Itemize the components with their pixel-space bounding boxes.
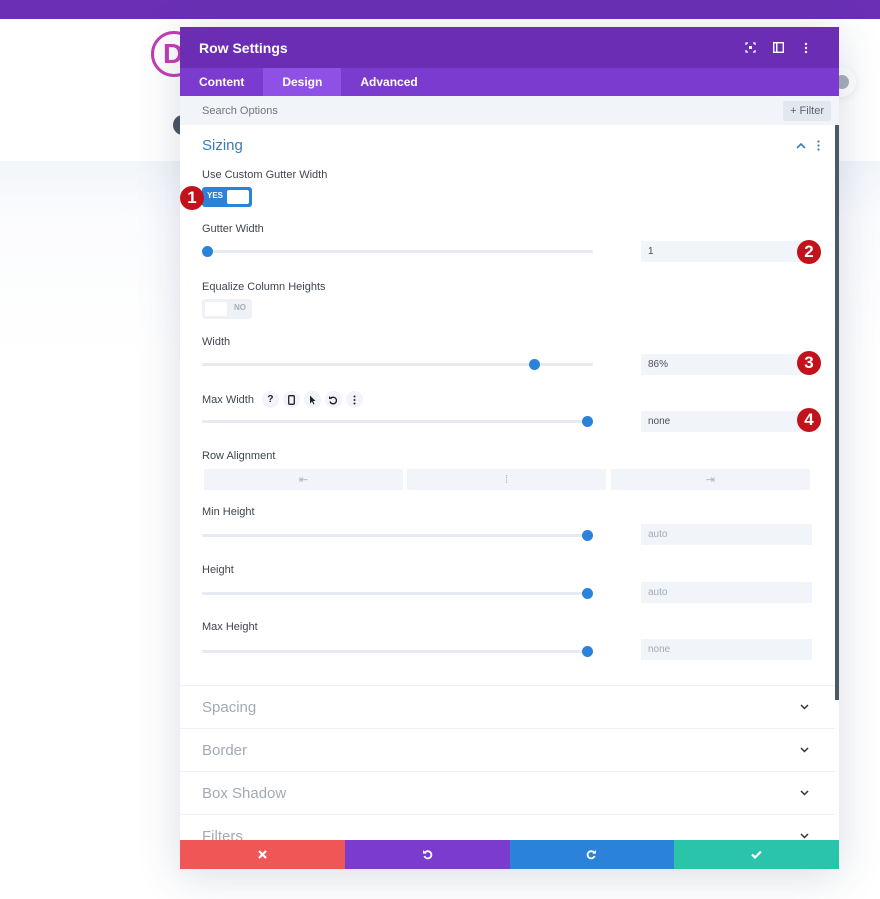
fullscreen-icon[interactable] bbox=[736, 38, 764, 58]
annotation-badge-4: 4 bbox=[797, 408, 821, 432]
tab-content[interactable]: Content bbox=[199, 75, 245, 89]
chevron-down-icon bbox=[800, 833, 809, 839]
max-height-input[interactable]: none bbox=[641, 639, 812, 660]
align-left-icon: ⇤ bbox=[298, 474, 309, 486]
custom-gutter-field: Use Custom Gutter Width YES bbox=[202, 169, 812, 209]
annotation-badge-3: 3 bbox=[797, 351, 821, 375]
gutter-width-input[interactable]: 1 bbox=[641, 241, 812, 262]
max-height-slider[interactable] bbox=[202, 650, 593, 653]
gutter-width-field: Gutter Width 1 bbox=[202, 223, 812, 268]
min-height-label: Min Height bbox=[202, 506, 255, 518]
cancel-button[interactable] bbox=[180, 840, 345, 869]
device-icon[interactable] bbox=[282, 391, 300, 408]
chevron-down-icon bbox=[800, 704, 809, 710]
max-height-field: Max Height none bbox=[202, 621, 812, 666]
search-options-input[interactable] bbox=[202, 104, 784, 117]
help-icon[interactable]: ? bbox=[261, 391, 279, 408]
min-height-input[interactable]: auto bbox=[641, 524, 812, 545]
width-slider[interactable] bbox=[202, 363, 593, 366]
section-title-filters: Filters bbox=[202, 827, 243, 841]
custom-gutter-label: Use Custom Gutter Width bbox=[202, 169, 328, 181]
section-more-icon[interactable] bbox=[813, 140, 823, 151]
align-center-button[interactable]: ⁞ bbox=[407, 469, 606, 490]
max-width-label: Max Width bbox=[202, 393, 254, 406]
max-width-field: Max Width ? bbox=[202, 391, 812, 436]
height-slider-handle[interactable] bbox=[582, 588, 593, 599]
section-border[interactable]: Border bbox=[180, 728, 835, 771]
equalize-heights-field: Equalize Column Heights NO bbox=[202, 281, 812, 321]
toggle-yes-label: YES bbox=[207, 191, 224, 200]
gutter-width-slider[interactable] bbox=[202, 250, 593, 253]
section-title-sizing: Sizing bbox=[202, 137, 243, 154]
section-spacing[interactable]: Spacing bbox=[180, 685, 835, 728]
max-width-slider-handle[interactable] bbox=[582, 416, 593, 427]
min-height-field: Min Height auto bbox=[202, 506, 812, 551]
max-width-input[interactable]: none bbox=[641, 411, 812, 432]
toggle-knob bbox=[227, 190, 249, 204]
close-icon bbox=[258, 850, 267, 859]
align-left-button[interactable]: ⇤ bbox=[204, 469, 403, 490]
toggle-knob bbox=[205, 302, 227, 316]
section-filters[interactable]: Filters bbox=[180, 814, 835, 840]
width-input[interactable]: 86% bbox=[641, 354, 812, 375]
max-width-slider[interactable] bbox=[202, 420, 593, 423]
tab-design[interactable]: Design bbox=[263, 68, 342, 96]
width-slider-handle[interactable] bbox=[529, 359, 540, 370]
annotation-badge-2: 2 bbox=[797, 240, 821, 264]
max-height-label: Max Height bbox=[202, 621, 258, 633]
check-icon bbox=[751, 850, 762, 859]
tab-bar: Content Design Advanced bbox=[180, 68, 839, 96]
undo-button[interactable] bbox=[344, 840, 510, 869]
filter-button[interactable]: + Filter bbox=[783, 100, 831, 121]
toggle-no-label: NO bbox=[234, 303, 246, 312]
align-center-icon: ⁞ bbox=[504, 473, 509, 486]
min-height-slider-handle[interactable] bbox=[582, 530, 593, 541]
width-label: Width bbox=[202, 336, 231, 348]
undo-icon bbox=[422, 850, 432, 860]
height-slider[interactable] bbox=[202, 592, 593, 595]
row-alignment-label: Row Alignment bbox=[202, 450, 276, 462]
chevron-up-icon[interactable] bbox=[795, 142, 807, 149]
row-settings-modal: Row Settings Content Design Advanced + F… bbox=[180, 27, 839, 869]
height-input[interactable]: auto bbox=[641, 582, 812, 603]
modal-header: Row Settings bbox=[180, 27, 839, 68]
pointer-icon[interactable] bbox=[303, 391, 321, 408]
save-button[interactable] bbox=[674, 840, 839, 869]
max-height-slider-handle[interactable] bbox=[582, 646, 593, 657]
align-right-button[interactable]: ⇥ bbox=[611, 469, 810, 490]
modal-footer bbox=[180, 840, 839, 869]
tab-advanced[interactable]: Advanced bbox=[360, 75, 418, 89]
width-field: Width 86% bbox=[202, 336, 812, 381]
gutter-width-slider-handle[interactable] bbox=[202, 246, 213, 257]
equalize-heights-toggle[interactable]: NO bbox=[202, 299, 252, 319]
redo-button[interactable] bbox=[509, 840, 675, 869]
scrollbar[interactable] bbox=[835, 125, 839, 700]
chevron-down-icon bbox=[800, 747, 809, 753]
equalize-heights-label: Equalize Column Heights bbox=[202, 281, 326, 293]
modal-title: Row Settings bbox=[199, 39, 288, 56]
split-view-icon[interactable] bbox=[764, 38, 792, 58]
reset-icon[interactable] bbox=[324, 391, 342, 408]
sizing-section-header[interactable]: Sizing bbox=[180, 125, 835, 166]
section-title-border: Border bbox=[202, 741, 248, 759]
min-height-slider[interactable] bbox=[202, 534, 593, 537]
height-field: Height auto bbox=[202, 564, 812, 609]
chevron-down-icon bbox=[800, 790, 809, 796]
more-icon[interactable] bbox=[345, 391, 363, 408]
section-box-shadow[interactable]: Box Shadow bbox=[180, 771, 835, 814]
max-width-label-row: Max Width ? bbox=[202, 391, 812, 408]
redo-icon bbox=[587, 850, 597, 860]
top-admin-bar bbox=[0, 0, 880, 19]
row-alignment-field: Row Alignment ⇤ ⁞ ⇥ bbox=[202, 450, 812, 495]
section-title-spacing: Spacing bbox=[202, 698, 257, 716]
annotation-badge-1: 1 bbox=[180, 186, 204, 210]
more-options-icon[interactable] bbox=[792, 38, 820, 58]
height-label: Height bbox=[202, 564, 234, 576]
custom-gutter-toggle[interactable]: YES bbox=[202, 187, 252, 207]
section-title-box-shadow: Box Shadow bbox=[202, 784, 287, 802]
gutter-width-label: Gutter Width bbox=[202, 223, 264, 235]
settings-content: Sizing Use Custom Gutter Width YES Gutte… bbox=[180, 125, 835, 840]
align-right-icon: ⇥ bbox=[705, 474, 716, 486]
search-bar: + Filter bbox=[180, 96, 839, 125]
